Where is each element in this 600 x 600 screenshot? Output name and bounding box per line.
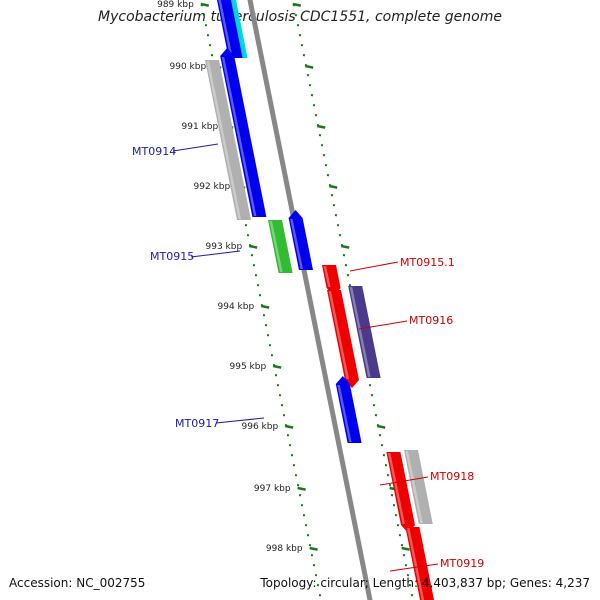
gene-highlight [269, 221, 283, 272]
kbp-label: 990 kbp [170, 62, 207, 72]
major-tick-left [297, 486, 306, 491]
gene-label-left[interactable]: MT0915 [150, 250, 194, 263]
gene-feature[interactable] [404, 450, 433, 524]
gene-feature[interactable] [386, 452, 415, 533]
major-tick-right [340, 244, 350, 249]
major-tick-right [316, 124, 326, 129]
gene-highlight [349, 287, 371, 377]
label-leader-right [379, 476, 429, 486]
genome-backbone [247, 0, 373, 600]
kbp-label: 992 kbp [194, 182, 231, 192]
gene-label-right[interactable]: MT0915.1 [400, 256, 455, 269]
gene-highlight [221, 57, 257, 216]
gene-feature[interactable] [405, 527, 435, 600]
kbp-label: 993 kbp [206, 242, 243, 252]
major-tick-right [304, 64, 314, 69]
summary-text: Topology: circular; Length: 4,403,837 bp… [260, 576, 590, 590]
gene-feature[interactable] [205, 60, 251, 220]
label-leader-right [358, 320, 408, 330]
gene-highlight [337, 385, 352, 442]
gene-feature[interactable] [268, 220, 293, 273]
gene-label-right[interactable]: MT0918 [430, 470, 474, 483]
major-tick-right [376, 424, 386, 429]
kbp-label: 996 kbp [242, 422, 279, 432]
kbp-label: 997 kbp [254, 484, 291, 494]
major-tick-left [309, 546, 318, 551]
major-tick-left [284, 424, 294, 429]
major-tick-right [292, 2, 302, 7]
label-leader-left [215, 417, 265, 424]
gene-highlight [218, 0, 233, 57]
gene-feature[interactable] [327, 290, 359, 388]
gene-highlight [323, 266, 331, 287]
gene-highlight [387, 453, 405, 524]
gene-label-right[interactable]: MT0916 [409, 314, 453, 327]
major-tick-right [328, 184, 338, 189]
gene-highlight [405, 451, 423, 523]
kbp-label: 998 kbp [266, 544, 303, 554]
gene-highlight [290, 219, 303, 269]
gene-feature[interactable] [220, 48, 267, 217]
kbp-label: 994 kbp [218, 302, 255, 312]
accession-text: Accession: NC_002755 [9, 576, 146, 590]
kbp-label: 991 kbp [182, 122, 219, 132]
gene-highlight [206, 61, 241, 219]
gene-feature[interactable] [322, 265, 341, 296]
label-leader-left [172, 143, 219, 152]
gene-highlight [406, 528, 425, 600]
major-tick-left [272, 364, 282, 369]
gene-feature[interactable] [335, 376, 362, 443]
gene-feature[interactable] [288, 210, 313, 270]
label-leader-left [190, 250, 241, 258]
gene-feature[interactable] [215, 0, 243, 58]
kbp-label: 995 kbp [230, 362, 267, 372]
gene-highlight [328, 291, 349, 379]
major-tick-left [260, 304, 270, 309]
kbp-label: 989 kbp [157, 0, 194, 10]
label-leader-right [349, 261, 399, 272]
gene-label-left[interactable]: MT0917 [175, 417, 219, 430]
gene-label-right[interactable]: MT0919 [440, 557, 484, 570]
gene-label-left[interactable]: MT0914 [132, 145, 176, 158]
major-tick-left [248, 244, 258, 249]
label-leader-right [389, 563, 439, 572]
gene-feature[interactable] [348, 286, 381, 378]
map-title: Mycobacterium tuberculosis CDC1551, comp… [98, 9, 502, 25]
major-tick-right [401, 546, 410, 551]
major-tick-left [200, 2, 210, 7]
